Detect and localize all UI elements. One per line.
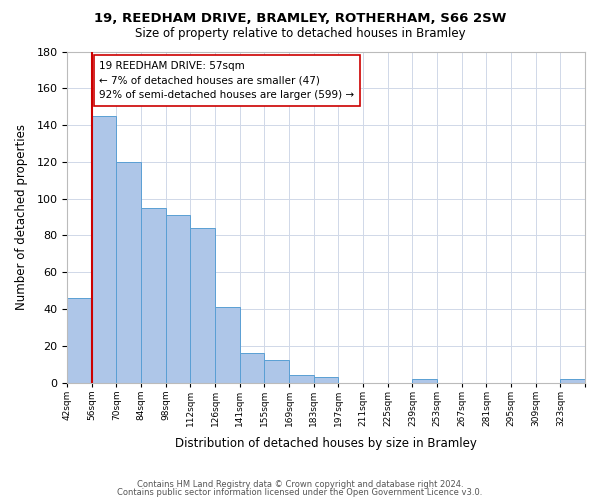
Bar xyxy=(190,228,215,382)
Bar xyxy=(289,375,314,382)
Bar xyxy=(215,307,240,382)
Text: Contains public sector information licensed under the Open Government Licence v3: Contains public sector information licen… xyxy=(118,488,482,497)
Bar xyxy=(166,215,190,382)
Bar xyxy=(560,379,585,382)
Bar xyxy=(67,298,92,382)
Bar xyxy=(141,208,166,382)
Bar xyxy=(92,116,116,382)
Bar xyxy=(265,360,289,382)
Bar xyxy=(116,162,141,382)
Text: Contains HM Land Registry data © Crown copyright and database right 2024.: Contains HM Land Registry data © Crown c… xyxy=(137,480,463,489)
Text: Size of property relative to detached houses in Bramley: Size of property relative to detached ho… xyxy=(134,28,466,40)
X-axis label: Distribution of detached houses by size in Bramley: Distribution of detached houses by size … xyxy=(175,437,477,450)
Text: 19, REEDHAM DRIVE, BRAMLEY, ROTHERHAM, S66 2SW: 19, REEDHAM DRIVE, BRAMLEY, ROTHERHAM, S… xyxy=(94,12,506,26)
Text: 19 REEDHAM DRIVE: 57sqm
← 7% of detached houses are smaller (47)
92% of semi-det: 19 REEDHAM DRIVE: 57sqm ← 7% of detached… xyxy=(99,60,355,100)
Bar xyxy=(314,377,338,382)
Y-axis label: Number of detached properties: Number of detached properties xyxy=(15,124,28,310)
Bar xyxy=(412,379,437,382)
Bar xyxy=(240,353,265,382)
